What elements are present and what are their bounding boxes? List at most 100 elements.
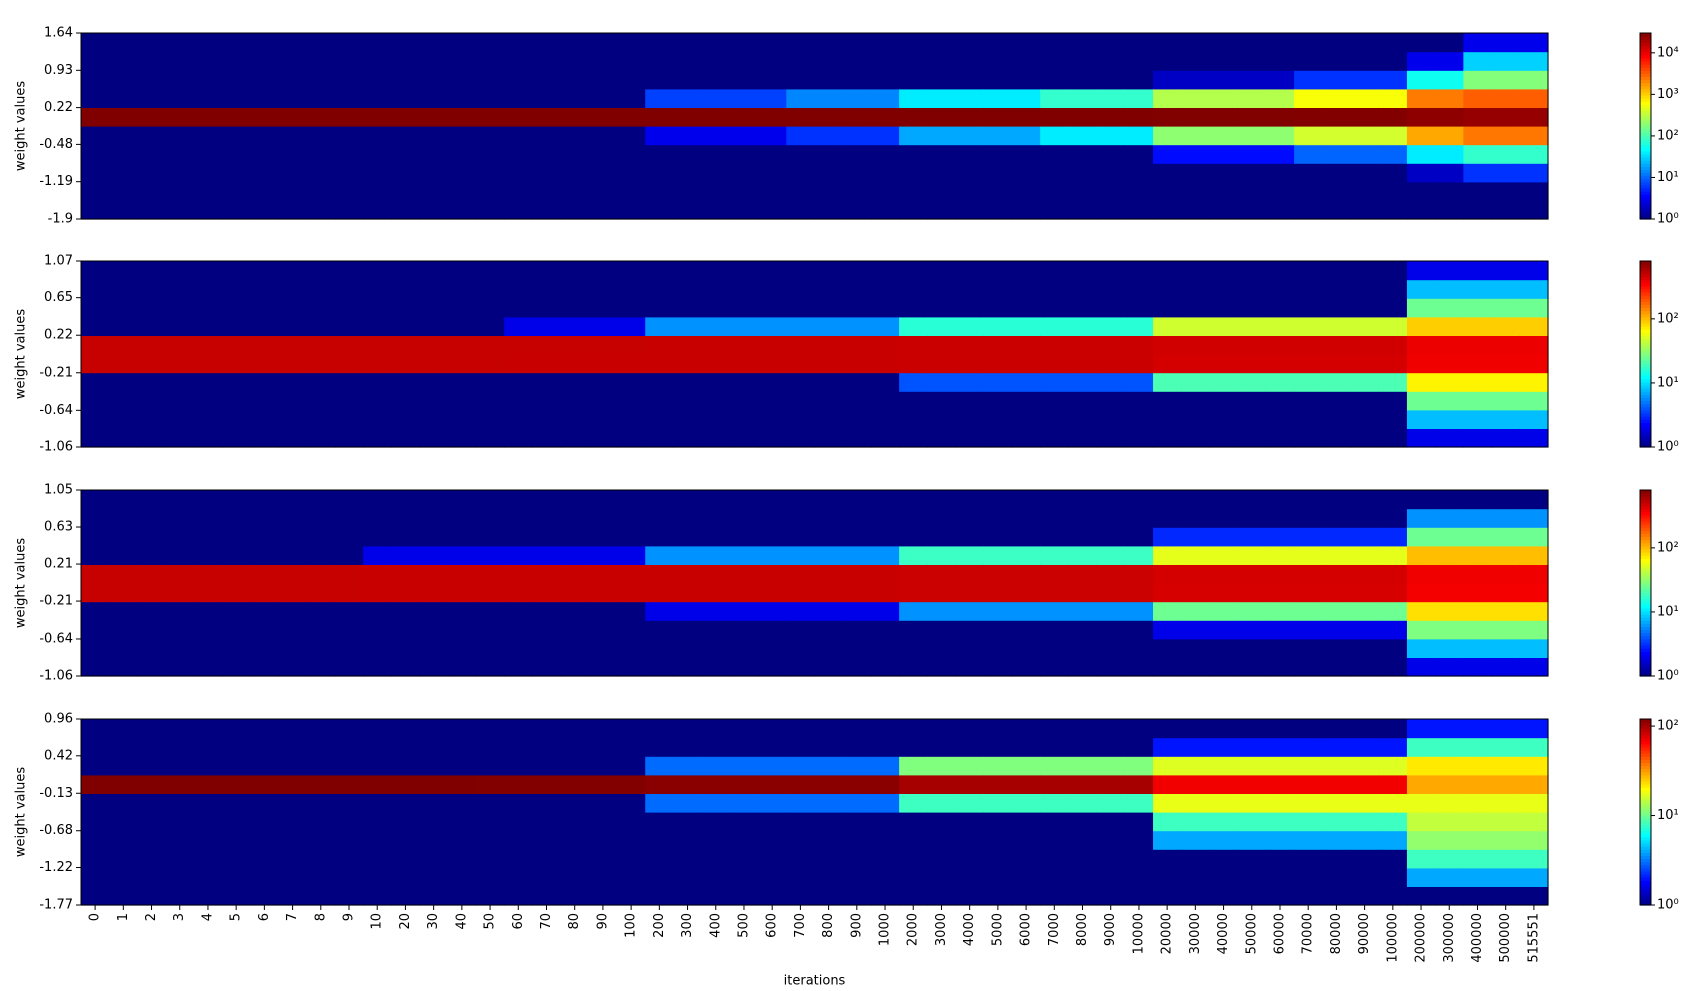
heatmap-cell xyxy=(419,261,449,281)
heatmap-cell xyxy=(1378,144,1408,164)
heatmap-cell xyxy=(983,88,1013,108)
heatmap-cell xyxy=(1406,144,1436,164)
colorbar-gradient xyxy=(1640,48,1651,53)
heatmap-cell xyxy=(927,657,957,677)
heatmap-cell xyxy=(1096,812,1126,832)
heatmap-cell xyxy=(1237,316,1267,336)
colorbar-gradient xyxy=(1640,169,1651,174)
heatmap-cell xyxy=(1322,298,1352,318)
heatmap-cell xyxy=(1435,51,1464,71)
colorbar-gradient xyxy=(1640,635,1651,640)
colorbar-gradient xyxy=(1640,357,1651,361)
heatmap-cell xyxy=(165,793,195,813)
y-tick-label: 1.07 xyxy=(44,254,73,269)
heatmap-cell xyxy=(334,33,364,53)
heatmap-cell xyxy=(193,490,223,510)
heatmap-cell xyxy=(758,867,787,887)
heatmap-cell xyxy=(927,620,957,640)
heatmap-cell xyxy=(1040,391,1070,411)
heatmap-cell xyxy=(1491,830,1521,850)
heatmap-cell xyxy=(1181,298,1211,318)
heatmap-cell xyxy=(1294,793,1323,813)
heatmap-cell xyxy=(1181,867,1211,887)
heatmap-cell xyxy=(1181,564,1211,584)
y-tick-label: 0.42 xyxy=(44,748,73,763)
heatmap-cell xyxy=(193,620,223,640)
heatmap-cell xyxy=(334,867,364,887)
heatmap-cell xyxy=(1068,737,1098,757)
heatmap-cell xyxy=(81,490,110,510)
heatmap-cell xyxy=(1096,601,1126,621)
heatmap-cell xyxy=(1378,849,1408,869)
colorbar-gradient xyxy=(1640,833,1651,838)
heatmap-cell xyxy=(250,545,280,565)
heatmap-cell xyxy=(334,737,364,757)
heatmap-cell xyxy=(786,737,816,757)
heatmap-cell xyxy=(1011,409,1041,429)
heatmap-cell xyxy=(673,527,703,547)
heatmap-cell xyxy=(701,428,731,448)
heatmap-cell xyxy=(1322,316,1352,336)
heatmap-cell xyxy=(1096,564,1126,584)
heatmap-cell xyxy=(334,886,364,906)
x-tick-label: 60000 xyxy=(1272,913,1287,954)
heatmap-cell xyxy=(1040,298,1070,318)
heatmap-cell xyxy=(1124,335,1154,355)
heatmap-cell xyxy=(1153,508,1182,528)
colorbar-gradient xyxy=(1640,412,1651,417)
heatmap-cell xyxy=(1265,849,1295,869)
heatmap-cell xyxy=(588,261,618,281)
heatmap-cell xyxy=(1124,583,1154,603)
heatmap-cell xyxy=(1435,849,1464,869)
heatmap-cell xyxy=(1406,391,1436,411)
heatmap-cell xyxy=(1068,33,1098,53)
heatmap-cell xyxy=(870,51,900,71)
heatmap-cell xyxy=(786,583,816,603)
heatmap-cell xyxy=(1153,316,1182,336)
heatmap-cell xyxy=(532,261,562,281)
heatmap-cell xyxy=(1011,867,1041,887)
heatmap-cell xyxy=(81,428,110,448)
heatmap-cell xyxy=(927,886,957,906)
heatmap-cell xyxy=(250,756,280,776)
heatmap-cell xyxy=(1519,849,1549,869)
heatmap-cell xyxy=(81,508,110,528)
heatmap-cell xyxy=(1040,181,1070,201)
heatmap-cell xyxy=(1378,886,1408,906)
heatmap-cell xyxy=(786,601,816,621)
heatmap-cell xyxy=(1463,774,1493,794)
heatmap-cell xyxy=(391,163,421,183)
heatmap-cell xyxy=(1463,867,1493,887)
heatmap-cell xyxy=(165,508,195,528)
heatmap-cell xyxy=(391,812,421,832)
heatmap-cell xyxy=(1519,490,1549,510)
colorbar-gradient xyxy=(1640,802,1651,807)
heatmap-cell xyxy=(588,490,618,510)
heatmap-cell xyxy=(250,657,280,677)
heatmap-cell xyxy=(1068,335,1098,355)
heatmap-cell xyxy=(250,316,280,336)
heatmap-cell xyxy=(1040,88,1070,108)
heatmap-cell xyxy=(673,354,703,374)
heatmap-cell xyxy=(1435,638,1464,658)
heatmap-cell xyxy=(1294,737,1323,757)
heatmap-cell xyxy=(1011,51,1041,71)
heatmap-cell xyxy=(363,335,392,355)
heatmap-cell xyxy=(842,545,872,565)
heatmap-cell xyxy=(1096,372,1126,392)
heatmap-cell xyxy=(899,409,928,429)
heatmap-cell xyxy=(588,719,618,739)
x-tick-label: 600 xyxy=(765,913,780,938)
heatmap-cell xyxy=(758,279,787,299)
heatmap-cell xyxy=(1463,107,1493,127)
heatmap-cell xyxy=(1491,316,1521,336)
heatmap-cell xyxy=(1463,657,1493,677)
heatmap-cell xyxy=(1463,812,1493,832)
heatmap-cell xyxy=(729,601,759,621)
heatmap-cell xyxy=(1124,774,1154,794)
heatmap-cell xyxy=(1011,372,1041,392)
heatmap-cell xyxy=(1406,70,1436,90)
heatmap-cell xyxy=(363,70,392,90)
x-tick-label: 6 xyxy=(257,913,272,921)
x-tick-label: 7000 xyxy=(1047,913,1062,946)
